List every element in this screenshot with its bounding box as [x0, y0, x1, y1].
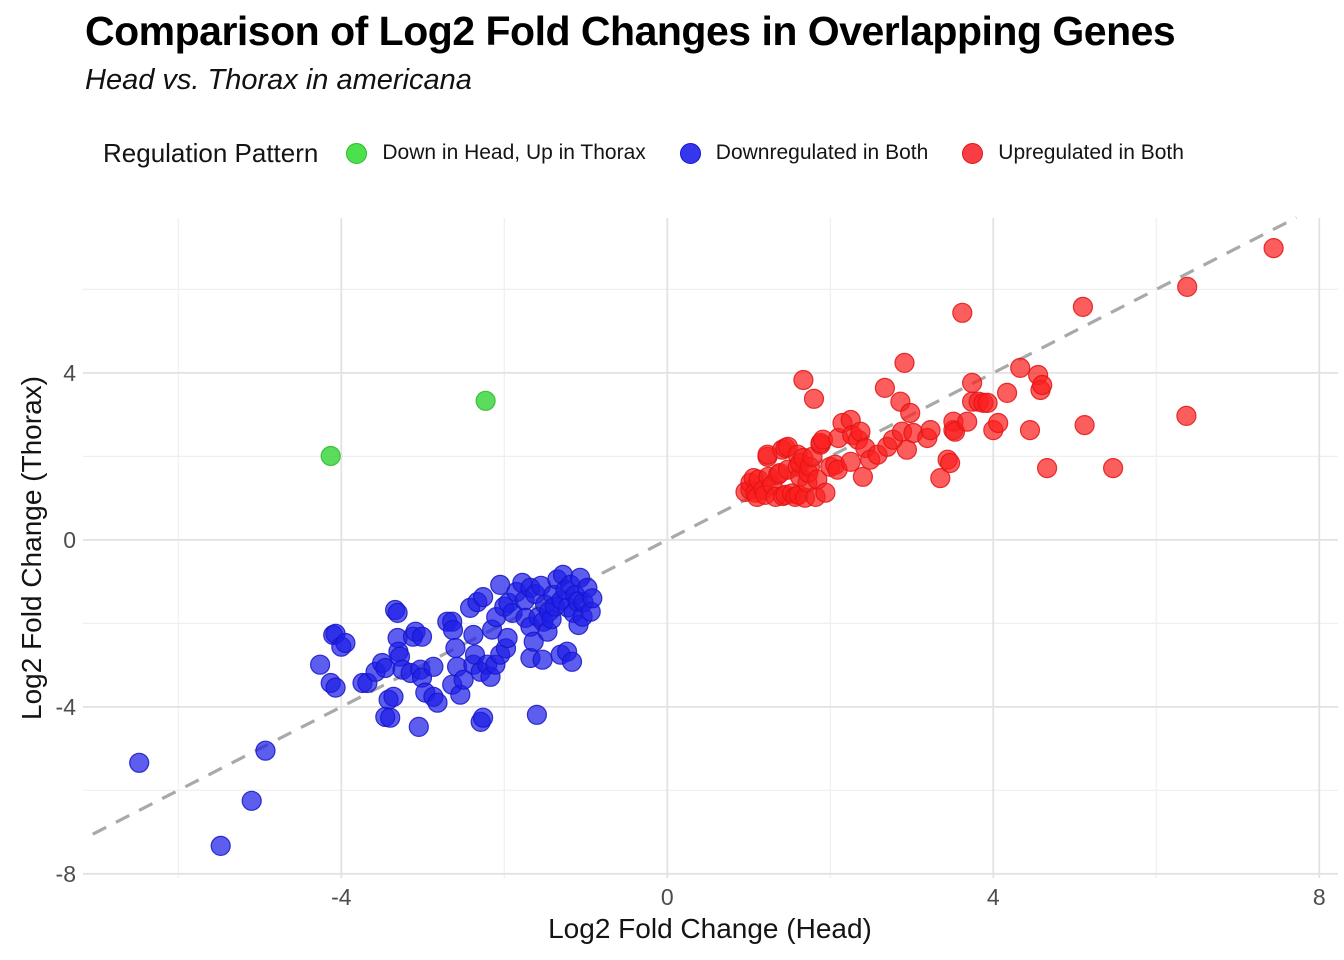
data-point-series-2 — [1102, 458, 1124, 479]
data-point-series-2 — [952, 302, 973, 323]
data-point-series-2 — [1074, 415, 1095, 436]
data-point-series-2 — [939, 452, 961, 474]
data-point-series-1 — [473, 586, 494, 608]
data-point-series-2 — [977, 392, 998, 413]
legend-label: Upregulated in Both — [998, 141, 1184, 164]
data-point-series-1 — [427, 692, 448, 713]
data-point-series-1 — [582, 588, 603, 609]
data-point-series-1 — [325, 677, 346, 698]
data-point-series-2 — [793, 369, 814, 391]
data-point-series-1 — [387, 602, 408, 624]
data-point-series-2 — [1036, 458, 1058, 479]
y-tick-label: 0 — [63, 526, 76, 553]
data-point-series-2 — [874, 377, 896, 398]
data-point-series-2 — [1176, 405, 1197, 426]
data-point-series-2 — [852, 466, 874, 487]
data-point-series-2 — [900, 402, 921, 424]
y-tick-label: 4 — [63, 359, 76, 386]
data-point-series-1 — [383, 686, 404, 707]
data-point-series-1 — [411, 626, 433, 647]
data-point-series-1 — [241, 790, 262, 811]
data-point-series-2 — [815, 482, 836, 503]
data-point-series-2 — [920, 420, 941, 441]
data-point-series-2 — [894, 352, 915, 373]
data-point-series-2 — [988, 412, 1009, 434]
x-tick-label: 8 — [1312, 884, 1326, 910]
data-point-series-1 — [310, 654, 331, 675]
data-point-series-2 — [803, 388, 825, 409]
green-dot-icon — [346, 142, 368, 164]
data-point-series-1 — [532, 649, 553, 670]
data-point-series-2 — [1177, 276, 1198, 297]
legend: Regulation Pattern Down in Head, Up in T… — [103, 133, 1218, 173]
data-point-series-1 — [380, 707, 401, 728]
data-point-series-1 — [526, 704, 548, 725]
y-tick-label: -4 — [55, 693, 76, 720]
data-point-series-2 — [961, 372, 983, 393]
y-axis-title: Log2 Fold Change (Thorax) — [16, 376, 47, 720]
legend-item-upregulated-both: Upregulated in Both — [962, 141, 1184, 165]
data-point-series-1 — [423, 656, 444, 677]
data-point-series-2 — [930, 468, 951, 489]
chart-title: Comparison of Log2 Fold Changes in Overl… — [85, 8, 1176, 54]
chart-subtitle: Head vs. Thorax in americana — [85, 64, 472, 96]
x-tick-label: -4 — [331, 884, 352, 910]
data-point-series-0 — [320, 445, 341, 467]
data-point-series-1 — [523, 631, 544, 652]
legend-item-down-head-up-thorax: Down in Head, Up in Thorax — [346, 141, 646, 165]
x-axis-title: Log2 Fold Change (Head) — [548, 913, 872, 944]
data-point-series-0 — [475, 390, 496, 411]
blue-dot-icon — [679, 142, 701, 164]
data-point-series-2 — [1263, 238, 1284, 259]
data-point-series-1 — [463, 624, 484, 646]
data-point-series-2 — [957, 411, 978, 432]
data-point-series-2 — [1072, 296, 1094, 317]
legend-label: Down in Head, Up in Thorax — [382, 141, 646, 164]
data-point-series-1 — [561, 651, 583, 672]
data-point-series-1 — [442, 619, 464, 641]
data-point-series-1 — [255, 740, 276, 761]
data-point-series-1 — [408, 716, 429, 738]
data-point-series-1 — [445, 637, 466, 659]
x-tick-label: 4 — [986, 884, 1000, 910]
legend-item-downregulated-both: Downregulated in Both — [679, 141, 929, 165]
data-point-series-1 — [497, 627, 518, 649]
data-point-series-1 — [210, 835, 231, 857]
data-point-series-2 — [1019, 420, 1041, 441]
data-point-series-1 — [473, 707, 494, 728]
y-tick-label: -8 — [55, 860, 76, 887]
identity-line — [92, 216, 1298, 836]
legend-title: Regulation Pattern — [103, 137, 319, 168]
data-point-series-1 — [335, 632, 356, 654]
data-point-series-2 — [840, 451, 861, 472]
data-point-series-1 — [129, 752, 150, 773]
red-dot-icon — [962, 142, 984, 164]
legend-label: Downregulated in Both — [715, 141, 929, 164]
x-tick-label: 0 — [660, 884, 674, 910]
data-point-series-1 — [453, 669, 474, 690]
data-point-series-2 — [1032, 374, 1053, 396]
data-point-series-2 — [1010, 357, 1031, 378]
data-point-series-2 — [996, 382, 1018, 403]
